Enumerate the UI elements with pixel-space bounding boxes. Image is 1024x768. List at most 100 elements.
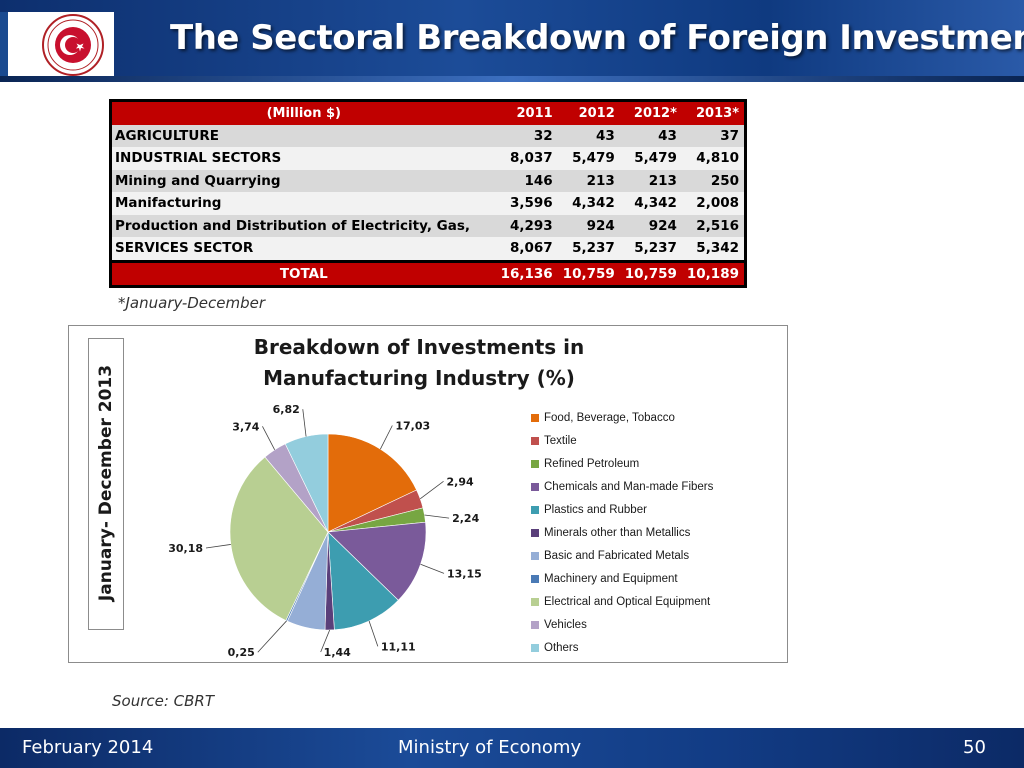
source-note: Source: CBRT bbox=[112, 692, 215, 710]
row-label: Manifacturing bbox=[110, 192, 496, 215]
cell-value: 43 bbox=[557, 124, 620, 147]
legend-item: Others bbox=[531, 636, 713, 659]
cell-value: 32 bbox=[495, 124, 558, 147]
total-value: 10,759 bbox=[557, 259, 620, 287]
table-row: Production and Distribution of Electrici… bbox=[110, 214, 746, 237]
data-label: 30,18 bbox=[168, 542, 203, 555]
legend-swatch bbox=[531, 413, 539, 422]
legend-item: Textile bbox=[531, 429, 713, 452]
table-row: SERVICES SECTOR 8,067 5,237 5,237 5,342 bbox=[110, 237, 746, 261]
legend-label: Machinery and Equipment bbox=[544, 572, 678, 585]
leader-line bbox=[419, 480, 444, 500]
leader-line bbox=[368, 620, 379, 647]
data-label: 6,82 bbox=[273, 403, 300, 416]
total-label: TOTAL bbox=[110, 259, 496, 287]
cell-value: 4,810 bbox=[681, 147, 746, 170]
data-label: 3,74 bbox=[232, 420, 259, 433]
leader-line bbox=[262, 426, 276, 450]
legend-swatch bbox=[531, 482, 539, 491]
pie-slice-chemicals-and-man-made-fibers bbox=[327, 521, 427, 601]
cell-value: 2,008 bbox=[681, 192, 746, 215]
leader-line bbox=[380, 425, 393, 450]
table-header-year: 2012 bbox=[557, 100, 620, 125]
cell-value: 4,293 bbox=[495, 214, 558, 237]
leader-line bbox=[320, 629, 331, 653]
table-header-label: (Million $) bbox=[110, 100, 496, 125]
legend-label: Others bbox=[544, 641, 579, 654]
leader-line bbox=[257, 620, 287, 653]
chart-legend: Food, Beverage, Tobacco Textile Refined Pe… bbox=[531, 406, 713, 659]
cell-value: 4,342 bbox=[557, 192, 620, 215]
row-label: INDUSTRIAL SECTORS bbox=[110, 147, 496, 170]
legend-item: Basic and Fabricated Metals bbox=[531, 544, 713, 567]
legend-item: Vehicles bbox=[531, 613, 713, 636]
table-row: INDUSTRIAL SECTORS 8,037 5,479 5,479 4,8… bbox=[110, 147, 746, 170]
legend-label: Minerals other than Metallics bbox=[544, 526, 691, 539]
legend-item: Minerals other than Metallics bbox=[531, 521, 713, 544]
data-label: 11,11 bbox=[381, 640, 416, 653]
legend-label: Food, Beverage, Tobacco bbox=[544, 411, 675, 424]
legend-swatch bbox=[531, 551, 539, 560]
cell-value: 213 bbox=[557, 169, 620, 192]
legend-item: Electrical and Optical Equipment bbox=[531, 590, 713, 613]
total-value: 10,189 bbox=[681, 259, 746, 287]
legend-item: Food, Beverage, Tobacco bbox=[531, 406, 713, 429]
pie-slice-plastics-and-rubber bbox=[327, 531, 399, 631]
legend-swatch bbox=[531, 643, 539, 652]
data-label: 13,15 bbox=[447, 567, 482, 580]
cell-value: 924 bbox=[557, 214, 620, 237]
cell-value: 8,067 bbox=[495, 237, 558, 261]
table-row: AGRICULTURE 32 43 43 37 bbox=[110, 124, 746, 147]
cell-value: 37 bbox=[681, 124, 746, 147]
legend-swatch bbox=[531, 620, 539, 629]
leader-line bbox=[302, 409, 307, 437]
row-label: Mining and Quarrying bbox=[110, 169, 496, 192]
legend-swatch bbox=[531, 528, 539, 537]
table-total-row: TOTAL 16,136 10,759 10,759 10,189 bbox=[110, 259, 746, 287]
cell-value: 5,479 bbox=[557, 147, 620, 170]
pie-chart: 17,03 2,94 2,24 13,15 11,11 1,44 0,25 30,18 3,74… bbox=[168, 403, 482, 659]
legend-swatch bbox=[531, 436, 539, 445]
table-row: Manifacturing 3,596 4,342 4,342 2,008 bbox=[110, 192, 746, 215]
investment-table: (Million $) 2011 2012 2012* 2013* AGRICU… bbox=[109, 99, 747, 288]
cell-value: 5,237 bbox=[619, 237, 682, 261]
pie-chart-panel: January- December 2013 Breakdown of Inve… bbox=[68, 325, 788, 663]
legend-label: Textile bbox=[544, 434, 577, 447]
footnote: *January-December bbox=[118, 294, 266, 312]
cell-value: 8,037 bbox=[495, 147, 558, 170]
header-bar: The Sectoral Breakdown of Foreign Invest… bbox=[0, 0, 1024, 82]
cell-value: 250 bbox=[681, 169, 746, 192]
pie-slice-electrical-and-optical-equipment bbox=[229, 456, 329, 621]
footer-bar: February 2014 Ministry of Economy 50 bbox=[0, 728, 1024, 768]
leader-line bbox=[424, 514, 450, 519]
data-label: 1,44 bbox=[324, 646, 351, 659]
pie-slice-food-beverage-tobacco bbox=[327, 433, 417, 533]
data-label: 17,03 bbox=[395, 419, 430, 432]
footer-date: February 2014 bbox=[22, 737, 154, 758]
total-value: 10,759 bbox=[619, 259, 682, 287]
cell-value: 5,237 bbox=[557, 237, 620, 261]
cell-value: 146 bbox=[495, 169, 558, 192]
chart-title: Breakdown of Investments in Manufacturin… bbox=[253, 335, 585, 390]
cell-value: 5,342 bbox=[681, 237, 746, 261]
cell-value: 43 bbox=[619, 124, 682, 147]
legend-label: Refined Petroleum bbox=[544, 457, 640, 470]
table-header-row: (Million $) 2011 2012 2012* 2013* bbox=[110, 100, 746, 125]
total-value: 16,136 bbox=[495, 259, 558, 287]
table-header-year: 2012* bbox=[619, 100, 682, 125]
cell-value: 5,479 bbox=[619, 147, 682, 170]
legend-label: Electrical and Optical Equipment bbox=[544, 595, 711, 608]
data-label: 2,24 bbox=[452, 512, 479, 525]
cell-value: 3,596 bbox=[495, 192, 558, 215]
table-header-year: 2013* bbox=[681, 100, 746, 125]
legend-label: Vehicles bbox=[544, 618, 587, 631]
legend-label: Plastics and Rubber bbox=[544, 503, 647, 516]
page-number: 50 bbox=[963, 737, 986, 758]
legend-item: Machinery and Equipment bbox=[531, 567, 713, 590]
logo bbox=[8, 12, 114, 78]
table-row: Mining and Quarrying 146 213 213 250 bbox=[110, 169, 746, 192]
legend-swatch bbox=[531, 505, 539, 514]
ministry-seal-icon bbox=[42, 14, 104, 76]
cell-value: 213 bbox=[619, 169, 682, 192]
table-header-year: 2011 bbox=[495, 100, 558, 125]
